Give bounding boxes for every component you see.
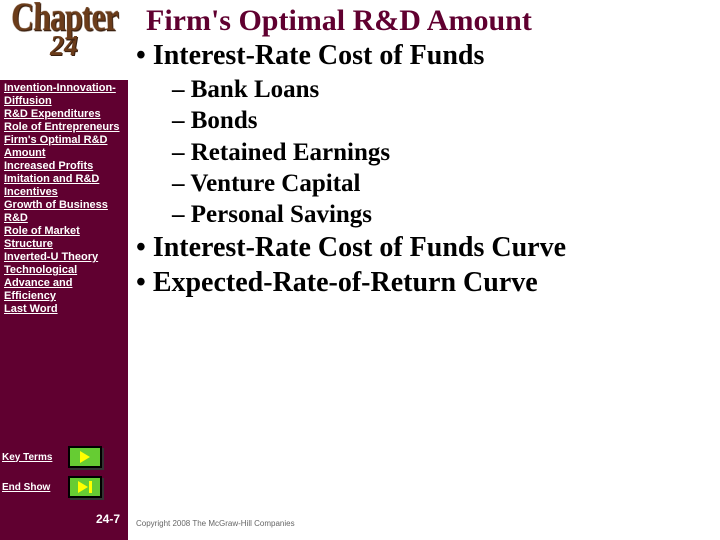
skip-icon: [78, 481, 88, 493]
nav-link[interactable]: Technological Advance and Efficiency: [2, 264, 126, 303]
bullet-l2: Personal Savings: [172, 199, 716, 230]
end-show-label[interactable]: End Show: [2, 482, 68, 493]
slide-title: Firm's Optimal R&D Amount: [146, 4, 716, 38]
nav-link[interactable]: Last Word: [2, 303, 126, 316]
bullet-l1: Expected-Rate-of-Return Curve: [136, 267, 716, 299]
key-terms-row: Key Terms: [2, 446, 126, 468]
bullet-l2: Bank Loans: [172, 74, 716, 105]
nav-links: Invention-Innovation-Diffusion R&D Expen…: [2, 82, 126, 316]
key-terms-label[interactable]: Key Terms: [2, 452, 68, 463]
skip-bar-icon: [89, 481, 92, 493]
nav-link[interactable]: Firm's Optimal R&D Amount: [2, 134, 126, 160]
nav-link[interactable]: Inverted-U Theory: [2, 251, 126, 264]
sidebar: Chapter 24 Invention-Innovation-Diffusio…: [0, 0, 128, 540]
copyright-text: Copyright 2008 The McGraw-Hill Companies: [136, 519, 295, 528]
bullet-l1: Interest-Rate Cost of Funds: [136, 40, 716, 72]
play-icon: [80, 451, 90, 463]
nav-link[interactable]: R&D Expenditures: [2, 108, 126, 121]
bullet-list: Interest-Rate Cost of Funds Bank Loans B…: [136, 40, 716, 299]
nav-link[interactable]: Role of Entrepreneurs: [2, 121, 126, 134]
nav-link[interactable]: Increased Profits: [2, 160, 126, 173]
end-show-row: End Show: [2, 476, 126, 498]
chapter-logo: Chapter 24: [0, 0, 128, 80]
key-terms-button[interactable]: [68, 446, 102, 468]
bullet-l1: Interest-Rate Cost of Funds Curve: [136, 232, 716, 264]
nav-link[interactable]: Role of Market Structure: [2, 225, 126, 251]
page-number: 24-7: [96, 512, 120, 526]
main-content: Firm's Optimal R&D Amount Interest-Rate …: [128, 0, 720, 540]
bullet-l2: Venture Capital: [172, 168, 716, 199]
bullet-l2: Bonds: [172, 105, 716, 136]
end-show-button[interactable]: [68, 476, 102, 498]
chapter-label: Chapter: [10, 0, 119, 40]
bullet-l2: Retained Earnings: [172, 137, 716, 168]
nav-link[interactable]: Imitation and R&D Incentives: [2, 173, 126, 199]
nav-link[interactable]: Growth of Business R&D: [2, 199, 126, 225]
bottom-buttons: Key Terms End Show: [2, 446, 126, 506]
nav-link[interactable]: Invention-Innovation-Diffusion: [2, 82, 126, 108]
